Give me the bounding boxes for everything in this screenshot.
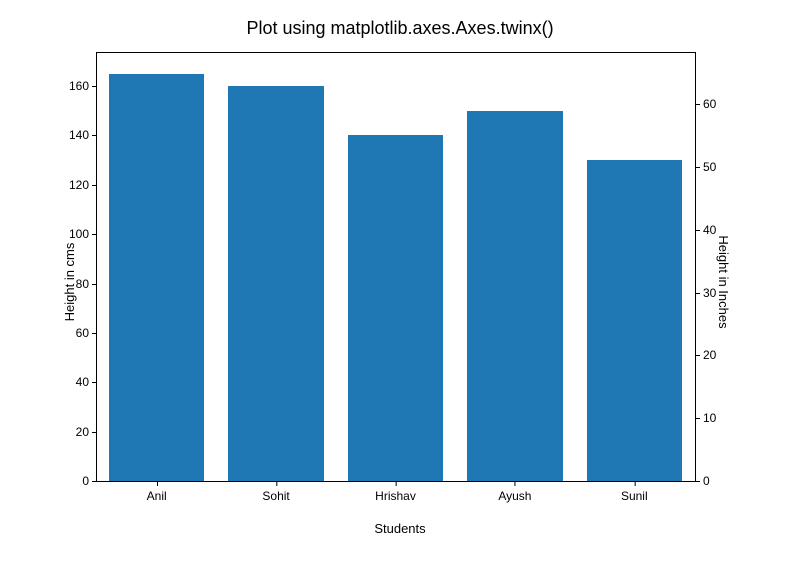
- y-axis-label-right: Height in Inches: [716, 235, 731, 328]
- bars-group: [97, 53, 695, 481]
- chart-container: Plot using matplotlib.axes.Axes.twinx() …: [0, 0, 800, 564]
- y-tick-right: 0: [695, 474, 710, 488]
- y-tick-left: 160: [69, 79, 97, 93]
- y-tick-left: 80: [76, 277, 97, 291]
- x-tick: Sohit: [262, 481, 289, 503]
- y-tick-right: 20: [695, 348, 716, 362]
- y-tick-left: 140: [69, 128, 97, 142]
- bar: [109, 74, 205, 481]
- y-tick-left: 0: [82, 474, 97, 488]
- y-tick-right: 60: [695, 97, 716, 111]
- bar: [348, 135, 444, 481]
- y-tick-left: 60: [76, 326, 97, 340]
- y-tick-left: 40: [76, 375, 97, 389]
- y-axis-label-left: Height in cms: [62, 243, 77, 322]
- x-tick: Ayush: [498, 481, 531, 503]
- bar: [228, 86, 324, 481]
- y-tick-right: 30: [695, 286, 716, 300]
- x-tick: Sunil: [621, 481, 648, 503]
- y-tick-left: 20: [76, 425, 97, 439]
- x-tick: Anil: [147, 481, 167, 503]
- y-tick-right: 50: [695, 160, 716, 174]
- y-tick-left: 100: [69, 227, 97, 241]
- y-tick-right: 10: [695, 411, 716, 425]
- x-axis-label: Students: [0, 521, 800, 536]
- y-tick-left: 120: [69, 178, 97, 192]
- plot-area: 0204060801001201401600102030405060AnilSo…: [96, 52, 696, 482]
- x-tick: Hrishav: [375, 481, 416, 503]
- chart-title: Plot using matplotlib.axes.Axes.twinx(): [0, 18, 800, 39]
- y-tick-right: 40: [695, 223, 716, 237]
- bar: [467, 111, 563, 481]
- bar: [587, 160, 683, 481]
